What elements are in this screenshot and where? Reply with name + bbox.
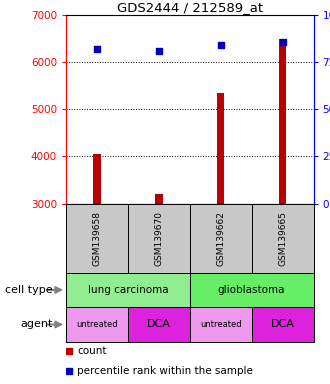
Bar <box>93 154 101 204</box>
Text: lung carcinoma: lung carcinoma <box>87 285 168 295</box>
Bar <box>190 273 314 307</box>
Text: GSM139662: GSM139662 <box>216 211 225 265</box>
Point <box>94 46 100 52</box>
Text: GSM139670: GSM139670 <box>154 210 163 266</box>
Bar <box>217 93 224 204</box>
Point <box>66 367 72 374</box>
Bar <box>128 307 190 342</box>
Bar <box>128 204 190 273</box>
Text: percentile rank within the sample: percentile rank within the sample <box>77 366 253 376</box>
Bar <box>251 307 314 342</box>
Bar <box>190 204 251 273</box>
Bar <box>155 194 162 204</box>
Point <box>156 48 161 54</box>
Bar <box>66 307 128 342</box>
Text: GSM139658: GSM139658 <box>92 210 101 266</box>
Point <box>280 39 285 45</box>
Text: cell type: cell type <box>5 285 53 295</box>
Text: count: count <box>77 346 107 356</box>
Bar <box>66 273 190 307</box>
Bar <box>251 204 314 273</box>
Title: GDS2444 / 212589_at: GDS2444 / 212589_at <box>117 1 263 14</box>
Bar <box>279 39 286 204</box>
Bar <box>190 307 251 342</box>
Text: agent: agent <box>20 319 53 329</box>
Point <box>66 348 72 354</box>
Text: untreated: untreated <box>200 320 242 329</box>
Bar <box>66 204 128 273</box>
Text: DCA: DCA <box>271 319 294 329</box>
Text: untreated: untreated <box>76 320 118 329</box>
Point <box>218 42 223 48</box>
Text: DCA: DCA <box>147 319 171 329</box>
Text: glioblastoma: glioblastoma <box>218 285 285 295</box>
Text: GSM139665: GSM139665 <box>278 210 287 266</box>
